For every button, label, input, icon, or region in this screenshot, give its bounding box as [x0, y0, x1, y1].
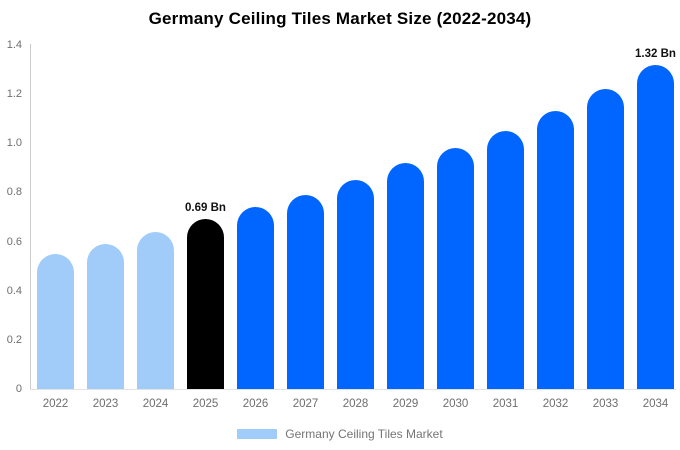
legend-swatch-icon: [237, 429, 278, 439]
y-tick-label: 1.4: [6, 39, 22, 51]
bar-2031: [487, 131, 524, 389]
x-tick-label-2033: 2033: [592, 398, 619, 410]
bar-2029: [387, 162, 424, 389]
bar-value-label-2034: 1.32 Bn: [635, 47, 676, 60]
bar-2030: [437, 148, 474, 389]
x-tick-label-2023: 2023: [92, 398, 119, 410]
y-tick-label: 0.4: [6, 284, 22, 297]
bar-2024: [137, 231, 174, 389]
bar-value-label-2025: 0.69 Bn: [185, 202, 226, 215]
bar-2028: [337, 180, 374, 389]
y-tick-label: 0.2: [6, 333, 22, 346]
y-tick-label: 0.8: [6, 186, 22, 199]
y-tick-label: 1.2: [6, 88, 22, 101]
x-tick-label-2028: 2028: [342, 398, 369, 410]
y-tick-label: 1.0: [6, 137, 22, 150]
x-tick-label-2025: 2025: [192, 398, 219, 410]
y-axis-line: [30, 44, 31, 389]
bar-2027: [287, 194, 324, 389]
x-tick-label-2032: 2032: [542, 398, 569, 410]
x-tick-label-2030: 2030: [442, 398, 469, 410]
x-tick-label-2024: 2024: [142, 398, 169, 410]
bar-2033: [587, 89, 624, 389]
bar-2034: [637, 64, 674, 389]
chart-title: Germany Ceiling Tiles Market Size (2022-…: [148, 9, 532, 28]
bar-2026: [237, 207, 274, 389]
x-tick-label-2031: 2031: [492, 398, 519, 410]
y-tick-label: 0.6: [6, 235, 22, 248]
y-tick-label: 0: [15, 383, 22, 395]
x-axis-line: [30, 389, 676, 390]
bar-2025: [187, 219, 224, 389]
x-tick-label-2034: 2034: [642, 398, 669, 410]
x-tick-label-2022: 2022: [42, 398, 69, 410]
x-tick-label-2029: 2029: [392, 398, 419, 410]
bar-2023: [87, 244, 124, 389]
bar-2022: [37, 253, 74, 389]
x-tick-label-2027: 2027: [292, 398, 319, 410]
legend: Germany Ceiling Tiles Market: [0, 426, 680, 442]
x-tick-label-2026: 2026: [242, 398, 269, 410]
legend-label: Germany Ceiling Tiles Market: [285, 427, 443, 441]
bar-2032: [537, 111, 574, 389]
